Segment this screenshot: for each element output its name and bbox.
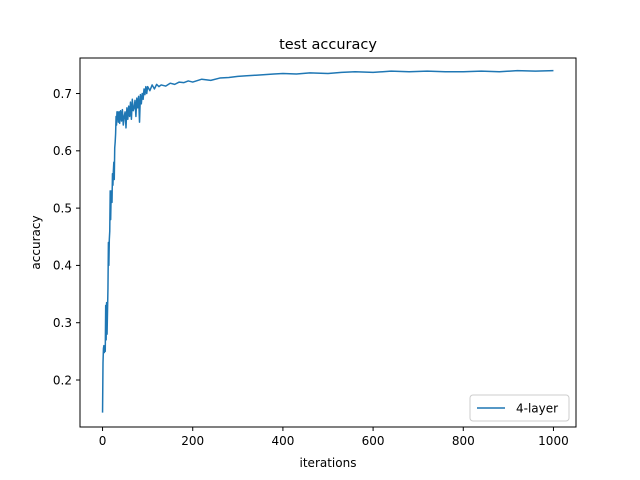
chart-title: test accuracy (279, 37, 377, 53)
y-tick-label: 0.3 (53, 316, 72, 330)
axes-frame (79, 57, 577, 428)
plot-area (79, 57, 577, 428)
x-axis-ticks: 0 200 400 600 800 1000 (99, 427, 569, 448)
y-tick-label: 0.7 (53, 87, 72, 101)
series-layer (101, 69, 554, 413)
x-tick-label: 200 (181, 434, 204, 448)
x-tick-label: 400 (271, 434, 294, 448)
y-axis-ticks: 0.2 0.3 0.4 0.5 0.6 0.7 (53, 87, 80, 387)
legend: 4-layer (469, 394, 570, 422)
y-tick-label: 0.6 (53, 144, 72, 158)
legend-box (469, 394, 570, 422)
x-tick-label: 1000 (538, 434, 569, 448)
x-tick-label: 800 (452, 434, 475, 448)
y-axis-label: accuracy (29, 215, 43, 269)
y-tick-label: 0.5 (53, 201, 72, 215)
y-tick-label: 0.4 (53, 259, 72, 273)
x-axis-label: iterations (300, 456, 357, 470)
x-tick-label: 0 (99, 434, 107, 448)
series-line-4-layer (101, 69, 554, 413)
y-tick-label: 0.2 (53, 373, 72, 387)
legend-label-4-layer: 4-layer (516, 402, 558, 416)
x-tick-label: 600 (362, 434, 385, 448)
